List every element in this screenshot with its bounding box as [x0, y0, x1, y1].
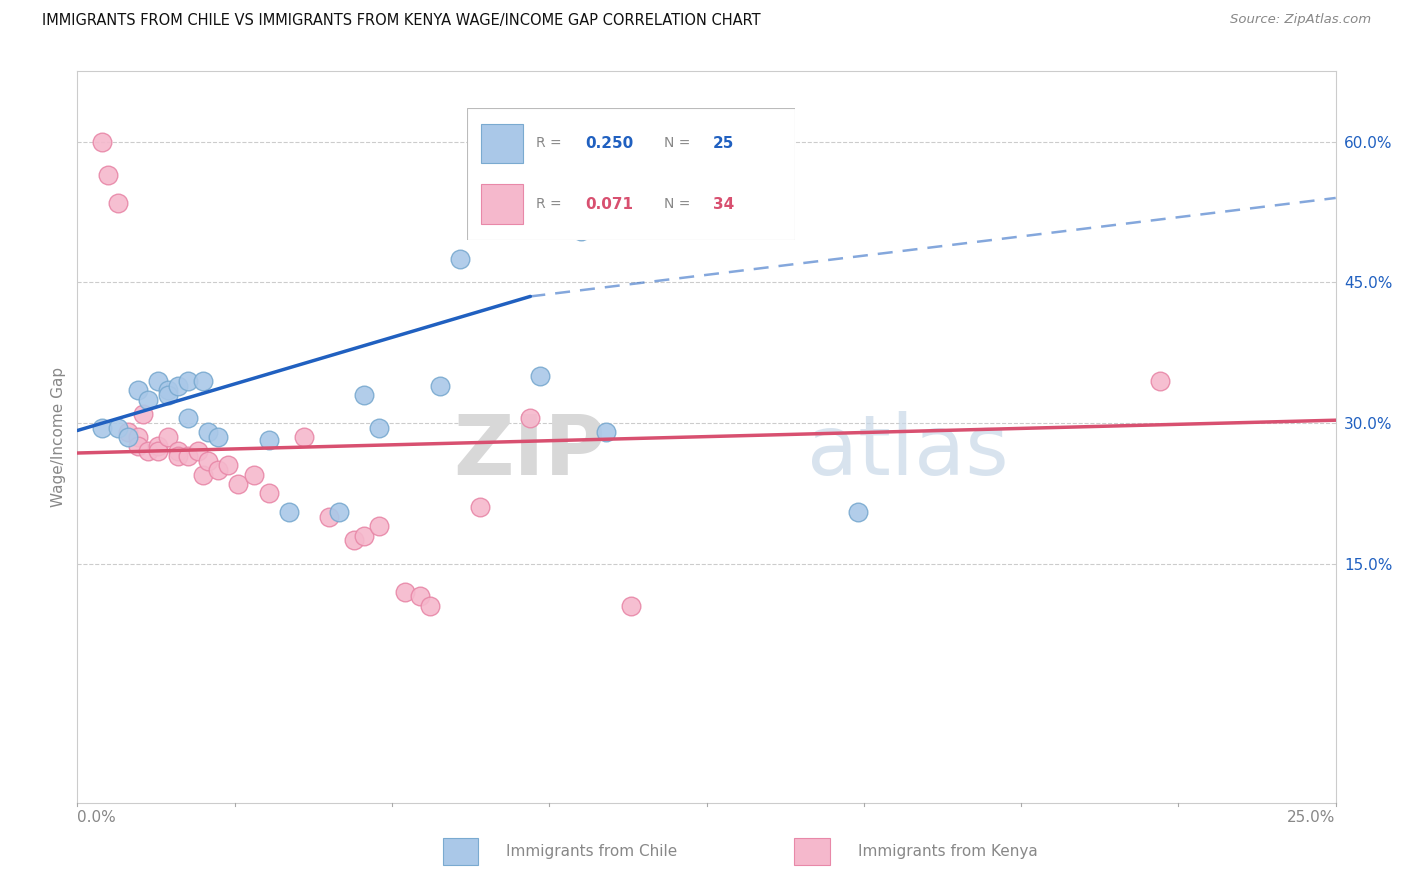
Point: [846, 505, 869, 519]
Point: [187, 444, 209, 458]
Point: [197, 425, 219, 440]
Point: [146, 440, 169, 454]
Point: [353, 528, 375, 542]
Text: Immigrants from Chile: Immigrants from Chile: [506, 845, 678, 859]
Point: [217, 458, 239, 473]
Point: [156, 383, 179, 397]
Point: [177, 449, 200, 463]
Point: [96, 168, 118, 182]
Point: [91, 135, 114, 149]
Point: [529, 369, 551, 384]
Point: [394, 584, 416, 599]
Point: [228, 477, 250, 491]
Point: [177, 374, 200, 388]
Text: IMMIGRANTS FROM CHILE VS IMMIGRANTS FROM KENYA WAGE/INCOME GAP CORRELATION CHART: IMMIGRANTS FROM CHILE VS IMMIGRANTS FROM…: [42, 13, 761, 29]
Point: [292, 430, 315, 444]
Point: [429, 378, 451, 392]
Point: [1149, 374, 1171, 388]
Point: [146, 374, 169, 388]
Point: [107, 420, 129, 434]
Point: [595, 425, 617, 440]
Point: [368, 519, 391, 533]
Point: [127, 440, 149, 454]
Point: [257, 433, 280, 447]
Point: [257, 486, 280, 500]
Point: [318, 509, 340, 524]
Point: [191, 374, 215, 388]
Point: [343, 533, 366, 548]
Text: Immigrants from Kenya: Immigrants from Kenya: [858, 845, 1038, 859]
Point: [408, 590, 430, 604]
Y-axis label: Wage/Income Gap: Wage/Income Gap: [51, 367, 66, 508]
Point: [353, 388, 375, 402]
Point: [167, 449, 190, 463]
Point: [127, 430, 149, 444]
Point: [91, 420, 114, 434]
Point: [177, 411, 200, 425]
Point: [127, 383, 149, 397]
Point: [468, 500, 491, 515]
Point: [136, 392, 159, 407]
Point: [191, 467, 215, 482]
Point: [242, 467, 264, 482]
Point: [277, 505, 299, 519]
Point: [207, 463, 229, 477]
Point: [167, 378, 190, 392]
Text: ZIP: ZIP: [453, 411, 606, 492]
Point: [519, 411, 541, 425]
Point: [207, 430, 229, 444]
Point: [328, 505, 350, 519]
Text: 0.0%: 0.0%: [77, 810, 117, 825]
Point: [156, 388, 179, 402]
Text: Source: ZipAtlas.com: Source: ZipAtlas.com: [1230, 13, 1371, 27]
Point: [449, 252, 471, 266]
Point: [197, 453, 219, 467]
Point: [107, 195, 129, 210]
Point: [117, 430, 139, 444]
Point: [117, 425, 139, 440]
Point: [132, 407, 155, 421]
Point: [167, 444, 190, 458]
Point: [419, 599, 441, 613]
Point: [620, 599, 643, 613]
Text: atlas: atlas: [807, 411, 1010, 492]
Text: 25.0%: 25.0%: [1288, 810, 1336, 825]
Point: [569, 224, 592, 238]
Point: [156, 430, 179, 444]
Point: [146, 444, 169, 458]
Point: [136, 444, 159, 458]
Point: [368, 420, 391, 434]
